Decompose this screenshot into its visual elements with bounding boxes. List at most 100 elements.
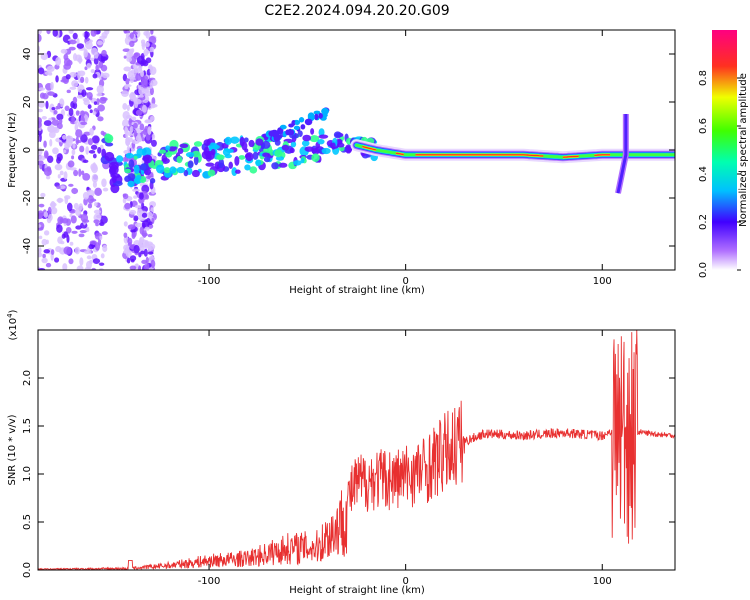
spectrogram-noise-cell <box>123 55 127 59</box>
spectrogram-branch-cell <box>304 118 313 126</box>
spectrogram-noise-cell <box>74 123 79 132</box>
spectrogram-branch-cell <box>273 136 279 142</box>
spectrogram-noise-cell <box>43 150 49 159</box>
spectrogram-noise-cell <box>38 235 43 240</box>
spectrogram-core-red <box>594 154 611 156</box>
spectrogram-noise-cell <box>151 133 156 140</box>
spectrogram-noise-cell <box>75 208 82 217</box>
spectrogram-signal-cell <box>104 151 115 162</box>
spectrogram-signal-cell <box>271 162 279 170</box>
spectrogram-branch-cell <box>293 125 300 130</box>
spectrogram-noise-cell <box>43 211 49 218</box>
spectrogram-noise-cell <box>149 82 154 89</box>
spectrogram-noise-cell <box>82 173 91 181</box>
spectrogram-noise-cell <box>145 41 150 48</box>
spectrogram-noise-cell <box>63 171 68 180</box>
spectrogram-noise-cell <box>97 104 105 112</box>
spectrogram-noise-cell <box>138 82 142 86</box>
colorbar-gradient <box>712 30 737 270</box>
spectrogram-noise-cell <box>57 174 61 179</box>
spectrogram-noise-cell <box>73 169 79 177</box>
spectrogram-noise-cell <box>128 93 136 100</box>
spectrogram-signal-cell <box>261 140 271 149</box>
spectrogram-panel: -100 0 100 -40 -20 0 20 40 Height of straight … <box>7 29 676 296</box>
spectrogram-noise-cell <box>141 104 147 113</box>
spectrogram-signal-cell <box>183 169 189 177</box>
spectrogram-noise-cell <box>56 198 64 203</box>
spectrogram-noise-cell <box>80 76 85 83</box>
snr-x-tick-label: 0 <box>402 576 408 587</box>
spectrogram-noise-cell <box>64 196 69 205</box>
spectrogram-signal-cell <box>124 168 132 174</box>
spectrogram-signal-cell <box>168 146 177 152</box>
spectrogram-noise-cell <box>55 56 62 66</box>
spectrogram-noise-cell <box>57 216 64 225</box>
spectrogram-branch-cell <box>298 117 305 123</box>
spectrogram-signal-cell <box>274 149 283 158</box>
spectrogram-noise-cell <box>86 62 92 69</box>
spectrogram-branch-cell <box>291 119 296 126</box>
spectrogram-noise-cell <box>63 246 72 255</box>
spectrogram-noise-cell <box>126 104 130 112</box>
spectrogram-signal-cell <box>179 143 189 149</box>
spectrogram-noise-cell <box>144 226 150 231</box>
spectrogram-noise-cell <box>142 128 148 135</box>
spectrogram-noise-cell <box>38 267 46 270</box>
spectrogram-noise-cell <box>56 157 62 164</box>
spectrogram-noise-cell <box>76 43 85 49</box>
spectrogram-noise-cell <box>126 145 131 152</box>
spectrogram-x-tick-label: 100 <box>593 276 612 287</box>
spectrogram-signal-cell <box>127 173 136 181</box>
spectrogram-branch-cell <box>313 110 321 115</box>
spectrogram-noise-cell <box>66 89 71 94</box>
spectrogram-noise-cell <box>140 70 145 78</box>
spectrogram-signal-cell <box>112 174 117 184</box>
spectrogram-y-tick-label: -20 <box>22 190 33 206</box>
spectrogram-noise-cell <box>70 215 77 224</box>
spectrogram-signal-cell <box>125 152 134 159</box>
spectrogram-noise-cell <box>93 209 102 215</box>
spectrogram-noise-cell <box>100 215 108 224</box>
spectrogram-noise-cell <box>55 245 62 253</box>
spectrogram-signal-cell <box>139 163 149 171</box>
spectrogram-noise-cell <box>141 43 146 47</box>
spectrogram-noise-cell <box>54 163 63 171</box>
spectrogram-signal-cell <box>191 169 200 178</box>
spectrogram-noise-cell <box>59 118 63 124</box>
spectrogram-noise-cell <box>123 84 132 88</box>
spectrogram-noise-cell <box>65 226 72 234</box>
spectrogram-signal-cell <box>321 147 331 155</box>
spectrogram-noise-cell <box>134 52 139 58</box>
spectrogram-signal-cell <box>244 164 251 171</box>
spectrogram-noise-cell <box>41 115 47 120</box>
spectrogram-noise-cell <box>59 170 64 176</box>
spectrogram-noise-cell <box>87 104 92 109</box>
spectrogram-signal-cell <box>163 167 171 174</box>
spectrogram-noise-cell <box>50 81 54 91</box>
spectrogram-noise-cell <box>99 96 107 104</box>
spectrogram-noise-cell <box>138 237 143 247</box>
spectrogram-noise-cell <box>56 122 63 130</box>
spectrogram-noise-cell <box>38 203 45 208</box>
spectrogram-signal-cell <box>165 145 171 151</box>
spectrogram-noise-cell <box>65 74 71 80</box>
spectrogram-noise-cell <box>129 265 137 270</box>
spectrogram-noise-cell <box>62 149 67 154</box>
spectrogram-noise-cell <box>147 233 153 238</box>
spectrogram-noise-cell <box>138 252 142 258</box>
snr-y-label: SNR (10 * v/v) <box>7 414 18 485</box>
spectrogram-noise-cell <box>50 201 56 210</box>
spectrogram-signal-cell <box>133 164 140 175</box>
spectrogram-signal-cell <box>133 155 138 160</box>
spectrogram-noise-cell <box>93 57 99 65</box>
spectrogram-signal-cell <box>230 136 240 144</box>
snr-x-label: Height of straight line (km) <box>289 585 425 596</box>
spectrogram-noise-cell <box>129 32 135 39</box>
spectrogram-signal-cell <box>149 178 156 184</box>
spectrogram-noise-cell <box>88 244 95 250</box>
spectrogram-noise-cell <box>80 170 85 176</box>
spectrogram-noise-cell <box>94 242 100 251</box>
spectrogram-noise-cell <box>47 125 56 133</box>
spectrogram-noise-cell <box>125 77 130 85</box>
